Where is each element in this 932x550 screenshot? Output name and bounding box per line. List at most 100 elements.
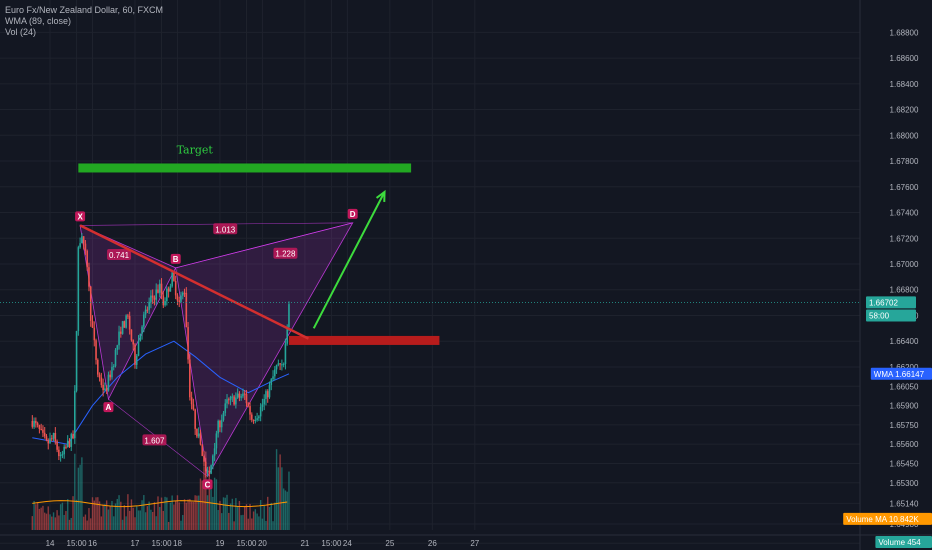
volume-bar: [75, 499, 78, 530]
candle-body: [56, 441, 58, 450]
volume-bar: [182, 514, 184, 530]
volume-bar: [146, 506, 149, 530]
candle-body: [181, 292, 184, 296]
candle-body: [105, 388, 108, 391]
volume-bar: [226, 494, 228, 530]
candle-body: [213, 448, 216, 456]
candle-body: [86, 250, 88, 268]
time-tick-label: 20: [258, 539, 267, 548]
symbol-title[interactable]: Euro Fx/New Zealand Dollar, 60, FXCM: [5, 5, 164, 15]
volume-bar: [288, 471, 290, 530]
candle-body: [268, 384, 271, 398]
candle-body: [125, 315, 127, 328]
candle-body: [245, 393, 248, 404]
candle-body: [217, 420, 219, 434]
candle-body: [75, 330, 78, 391]
candle-body: [277, 363, 280, 365]
price-badges: 1.66702 58:00 WMA 1.66147 Volume MA 10.842K…: [843, 296, 932, 548]
volume-bar: [169, 502, 172, 530]
candle-body: [240, 396, 242, 398]
volume-bar: [228, 512, 230, 530]
volume-bar: [224, 497, 226, 530]
volume-bar: [123, 505, 126, 530]
volume-bar: [141, 500, 143, 530]
candle-body: [43, 432, 46, 437]
time-tick-label: 14: [46, 539, 55, 548]
volume-bar: [221, 513, 223, 530]
volume-bar: [270, 502, 272, 530]
volume-bar: [44, 512, 46, 530]
volume-bar: [132, 507, 134, 530]
candle-body: [61, 454, 64, 456]
candle-body: [208, 470, 211, 474]
pattern-line-bd: [175, 222, 353, 269]
annotations: Target: [78, 143, 440, 345]
volume-bar: [217, 510, 219, 530]
volume-bar: [91, 497, 94, 530]
candle-body: [130, 329, 133, 341]
time-axis[interactable]: 14 15:00 16 17 15:00 18 19 15:00 20 21 15:00 24 25 26…: [46, 539, 480, 548]
candle-body: [247, 403, 250, 407]
candle-body: [58, 449, 60, 457]
candle-body: [104, 388, 106, 391]
ratio-label: 1.607: [144, 436, 165, 445]
volume-bar: [33, 500, 35, 530]
volume-bar: [267, 496, 269, 530]
volume-bar: [127, 494, 129, 530]
candle-body: [155, 289, 158, 300]
volume-bar: [203, 466, 205, 530]
candle-body: [288, 304, 290, 328]
wma-line: [32, 340, 290, 445]
candle-body: [233, 396, 235, 405]
time-tick-label: 15:00: [321, 539, 342, 548]
candle-body: [263, 398, 265, 405]
candle-body: [111, 366, 113, 378]
pattern-point-marker: [202, 479, 213, 490]
volume-bar: [139, 510, 141, 530]
volume-bar: [183, 499, 186, 530]
volume-bar: [279, 454, 281, 530]
volume-bar: [274, 502, 276, 530]
candle-body: [220, 420, 223, 428]
candle-body: [112, 366, 115, 368]
volume-bar: [90, 518, 92, 530]
candle-body: [249, 406, 251, 415]
volume-bar: [176, 495, 179, 530]
volume-bar: [107, 509, 110, 530]
volume-bar: [114, 503, 117, 530]
candle-body: [38, 425, 41, 430]
candlesticks: [31, 233, 290, 478]
candle-body: [235, 397, 237, 405]
volume-bar: [231, 498, 234, 530]
volume-indicator-label[interactable]: Vol (24): [5, 27, 37, 37]
candle-body: [206, 470, 209, 472]
volume-bar: [65, 511, 67, 530]
candle-body: [201, 444, 204, 456]
volume-bar: [56, 510, 58, 530]
volume-bar: [174, 500, 177, 530]
volume-bar: [166, 497, 168, 530]
support-zone: [288, 335, 440, 345]
candle-body: [199, 433, 202, 445]
candle-body: [258, 416, 260, 419]
candle-body: [164, 301, 166, 306]
harmonic-pattern: 0.741 1.013 1.228 1.607 X A B C D: [75, 208, 358, 490]
volume-bar: [97, 497, 99, 530]
candle-body: [36, 423, 39, 426]
candle-body: [281, 364, 283, 366]
candle-body: [279, 363, 281, 365]
volume-bar: [180, 520, 182, 530]
volume-bar: [281, 467, 283, 530]
descending-trendline: [79, 224, 309, 340]
volume-bar: [210, 489, 212, 530]
volume-bar: [93, 500, 95, 530]
wma-indicator-label[interactable]: WMA (89, close): [5, 16, 72, 26]
candle-body: [84, 243, 87, 251]
candle-body: [242, 393, 244, 397]
volume-bar: [121, 519, 124, 530]
volume-bar: [219, 500, 221, 530]
volume-bar: [196, 495, 198, 530]
candle-body: [148, 301, 150, 310]
candle-body: [59, 454, 62, 457]
